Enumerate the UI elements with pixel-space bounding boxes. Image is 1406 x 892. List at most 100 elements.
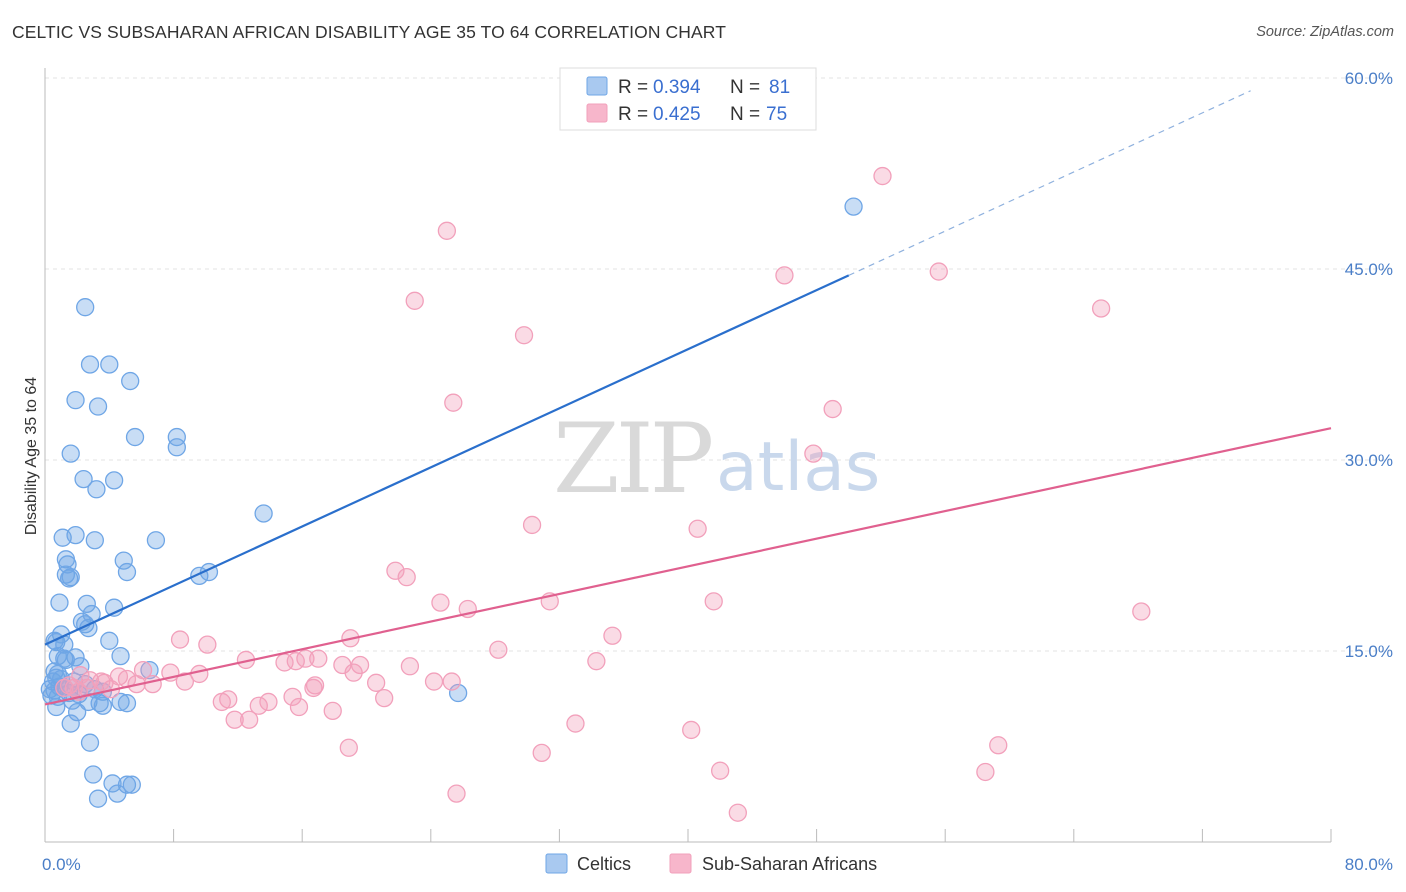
point-1-13	[397, 567, 416, 587]
point-1-2	[775, 266, 794, 285]
y-tick-labels: 15.0% 30.0% 45.0% 60.0%	[1345, 69, 1393, 661]
point-0-42	[111, 646, 130, 666]
point-1-1	[437, 221, 457, 240]
point-1-73	[976, 762, 995, 782]
point-1-59	[283, 687, 302, 706]
point-0-13	[254, 504, 273, 523]
point-1-56	[366, 673, 386, 692]
point-1-69	[339, 738, 358, 757]
grid-lines	[45, 77, 1392, 652]
point-0-1	[80, 355, 100, 374]
y-tick-label-1: 30.0%	[1345, 451, 1393, 470]
point-1-12	[386, 561, 405, 580]
legend-n-value-1: 75	[766, 104, 787, 125]
point-1-51	[175, 672, 195, 691]
point-1-0	[873, 166, 892, 186]
point-0-74	[84, 765, 103, 784]
point-1-50	[143, 674, 162, 694]
legend-r-value-0: 0.394	[653, 77, 701, 98]
point-1-66	[240, 710, 259, 729]
x-tick-label-0: 0.0%	[42, 855, 81, 874]
point-1-32	[587, 652, 606, 671]
point-0-15	[66, 525, 85, 545]
point-1-64	[323, 701, 342, 720]
point-1-71	[989, 736, 1008, 755]
point-1-23	[489, 640, 508, 659]
chart-title: CELTIC VS SUBSAHARAN AFRICAN DISABILITY …	[12, 22, 727, 42]
watermark-zip: ZIP	[553, 403, 712, 515]
series-subsaharan-points	[55, 166, 1151, 822]
point-0-6	[125, 427, 145, 447]
point-0-71	[61, 714, 80, 733]
point-1-8	[823, 399, 842, 419]
point-0-45	[140, 660, 159, 680]
point-0-10	[74, 469, 93, 489]
point-1-70	[532, 743, 551, 763]
point-0-20	[114, 551, 133, 570]
point-1-54	[442, 672, 461, 691]
point-1-6	[514, 326, 534, 345]
point-0-67	[111, 692, 130, 712]
point-1-22	[198, 635, 217, 654]
point-1-74	[447, 784, 466, 803]
trend-lines	[44, 90, 1332, 706]
bottom-swatch-subsaharan	[669, 853, 692, 874]
trend-line-0	[44, 274, 850, 646]
point-0-37	[100, 631, 119, 650]
y-tick-label-3: 60.0%	[1345, 69, 1393, 88]
point-1-55	[305, 676, 325, 695]
point-0-77	[122, 775, 141, 794]
x-tick-labels: 0.0% 80.0%	[42, 855, 1393, 874]
point-1-5	[1091, 299, 1111, 318]
point-1-67	[566, 714, 585, 733]
point-1-16	[704, 592, 723, 611]
point-1-72	[711, 761, 730, 780]
source-credit: Source: ZipAtlas.com	[1256, 24, 1394, 40]
point-0-2	[100, 355, 119, 374]
point-1-11	[688, 519, 707, 538]
correlation-legend: R = 0.394 N = 81 R = 0.425 N = 75	[559, 67, 817, 131]
point-0-12	[87, 480, 106, 499]
point-1-27	[296, 649, 315, 668]
point-1-68	[682, 720, 701, 740]
point-1-63	[289, 697, 309, 717]
watermark: ZIP atlas	[553, 403, 880, 515]
point-0-5	[88, 397, 108, 416]
point-0-3	[121, 371, 140, 391]
point-1-31	[400, 657, 420, 676]
point-0-0	[76, 298, 95, 317]
legend-r-label-1: R =	[618, 104, 648, 125]
x-tick-label-1: 80.0%	[1345, 855, 1393, 874]
legend-n-label-0: N =	[730, 77, 760, 98]
legend-r-value-1: 0.425	[653, 104, 701, 125]
bottom-label-celtics: Celtics	[577, 854, 631, 874]
y-tick-label-0: 15.0%	[1345, 642, 1393, 661]
point-1-61	[219, 690, 238, 709]
legend-n-label-1: N =	[730, 104, 760, 125]
trend-line-1	[44, 427, 1332, 706]
point-1-21	[170, 630, 190, 649]
point-1-19	[603, 626, 622, 645]
y-axis-title: Disability Age 35 to 64	[23, 377, 40, 535]
point-0-65	[90, 694, 109, 713]
point-0-79	[88, 789, 108, 808]
point-0-21	[117, 562, 137, 582]
point-1-3	[929, 262, 948, 281]
point-1-62	[249, 696, 268, 715]
point-1-75	[728, 803, 747, 822]
point-1-28	[309, 649, 328, 668]
point-0-75	[103, 774, 122, 793]
series-legend: Celtics Sub-Saharan Africans	[545, 853, 877, 874]
point-0-8	[167, 438, 186, 457]
y-tick-label-2: 45.0%	[1345, 260, 1393, 279]
point-1-4	[405, 291, 424, 310]
point-1-10	[522, 515, 542, 535]
point-1-53	[424, 672, 444, 691]
point-0-24	[59, 569, 79, 588]
point-0-80	[844, 197, 863, 216]
point-0-17	[146, 531, 166, 550]
point-0-27	[50, 593, 69, 612]
point-0-28	[77, 594, 96, 614]
point-1-7	[444, 393, 463, 412]
point-1-18	[1132, 602, 1151, 621]
